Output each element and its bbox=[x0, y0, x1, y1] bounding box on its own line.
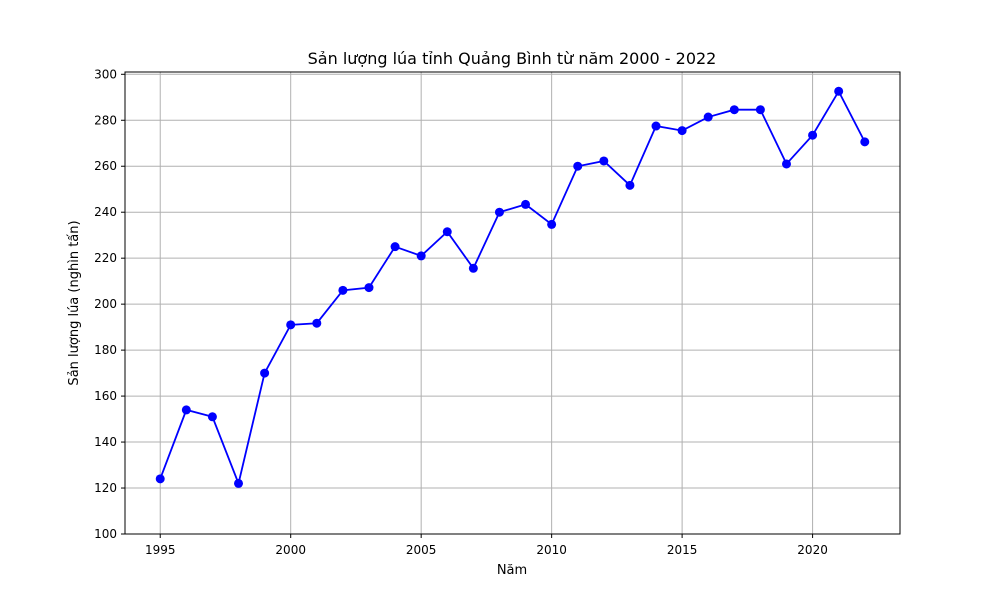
data-point-marker bbox=[729, 105, 739, 115]
data-point-marker bbox=[390, 242, 400, 252]
y-tick-label: 120 bbox=[94, 481, 117, 495]
plot-area-frame bbox=[124, 71, 901, 535]
data-point-marker bbox=[599, 156, 609, 166]
data-point-marker bbox=[468, 263, 478, 273]
data-point-marker bbox=[703, 112, 713, 122]
chart-title: Sản lượng lúa tỉnh Quảng Bình từ năm 200… bbox=[308, 49, 717, 68]
data-point-marker bbox=[494, 207, 504, 217]
y-tick-label: 180 bbox=[94, 343, 117, 357]
data-point-marker bbox=[651, 121, 661, 131]
data-point-marker bbox=[155, 474, 165, 484]
data-point-marker bbox=[260, 368, 270, 378]
data-point-marker bbox=[286, 320, 296, 330]
y-tick-label: 160 bbox=[94, 389, 117, 403]
data-series bbox=[155, 86, 870, 488]
y-tick-label: 220 bbox=[94, 251, 117, 265]
data-point-marker bbox=[338, 285, 348, 295]
x-tick-label: 2000 bbox=[275, 543, 306, 557]
data-point-marker bbox=[181, 405, 191, 415]
data-point-marker bbox=[755, 105, 765, 115]
data-point-marker bbox=[625, 180, 635, 190]
data-point-marker bbox=[416, 251, 426, 261]
data-point-marker bbox=[808, 130, 818, 140]
y-tick-label: 140 bbox=[94, 435, 117, 449]
data-point-marker bbox=[207, 412, 217, 422]
x-tick-label: 2005 bbox=[406, 543, 437, 557]
y-axis-ticks: 100 120 140 160 180 200 220 240 260 280 300 bbox=[94, 67, 125, 541]
data-point-marker bbox=[781, 159, 791, 169]
data-point-marker bbox=[860, 137, 870, 147]
data-point-marker bbox=[834, 86, 844, 96]
data-point-marker bbox=[521, 199, 531, 209]
data-point-marker bbox=[312, 318, 322, 328]
data-point-marker bbox=[234, 478, 244, 488]
series-line bbox=[159, 89, 866, 487]
y-tick-label: 240 bbox=[94, 205, 117, 219]
y-tick-label: 280 bbox=[94, 113, 117, 127]
data-point-marker bbox=[364, 283, 374, 293]
x-tick-label: 2010 bbox=[536, 543, 567, 557]
y-tick-label: 200 bbox=[94, 297, 117, 311]
y-tick-label: 260 bbox=[94, 159, 117, 173]
y-axis-label: Sản lượng lúa (nghìn tấn) bbox=[67, 220, 82, 385]
x-tick-label: 1995 bbox=[145, 543, 176, 557]
data-point-marker bbox=[573, 161, 583, 171]
data-point-marker bbox=[547, 219, 557, 229]
y-tick-label: 300 bbox=[94, 67, 117, 81]
data-point-marker bbox=[677, 126, 687, 136]
data-point-marker bbox=[442, 227, 452, 237]
x-tick-label: 2020 bbox=[797, 543, 828, 557]
x-axis-label: Năm bbox=[497, 563, 527, 578]
y-tick-label: 100 bbox=[94, 527, 117, 541]
grid bbox=[125, 72, 900, 535]
x-tick-label: 2015 bbox=[667, 543, 698, 557]
x-axis-ticks: 1995 2000 2005 2010 2015 2020 bbox=[145, 534, 828, 557]
